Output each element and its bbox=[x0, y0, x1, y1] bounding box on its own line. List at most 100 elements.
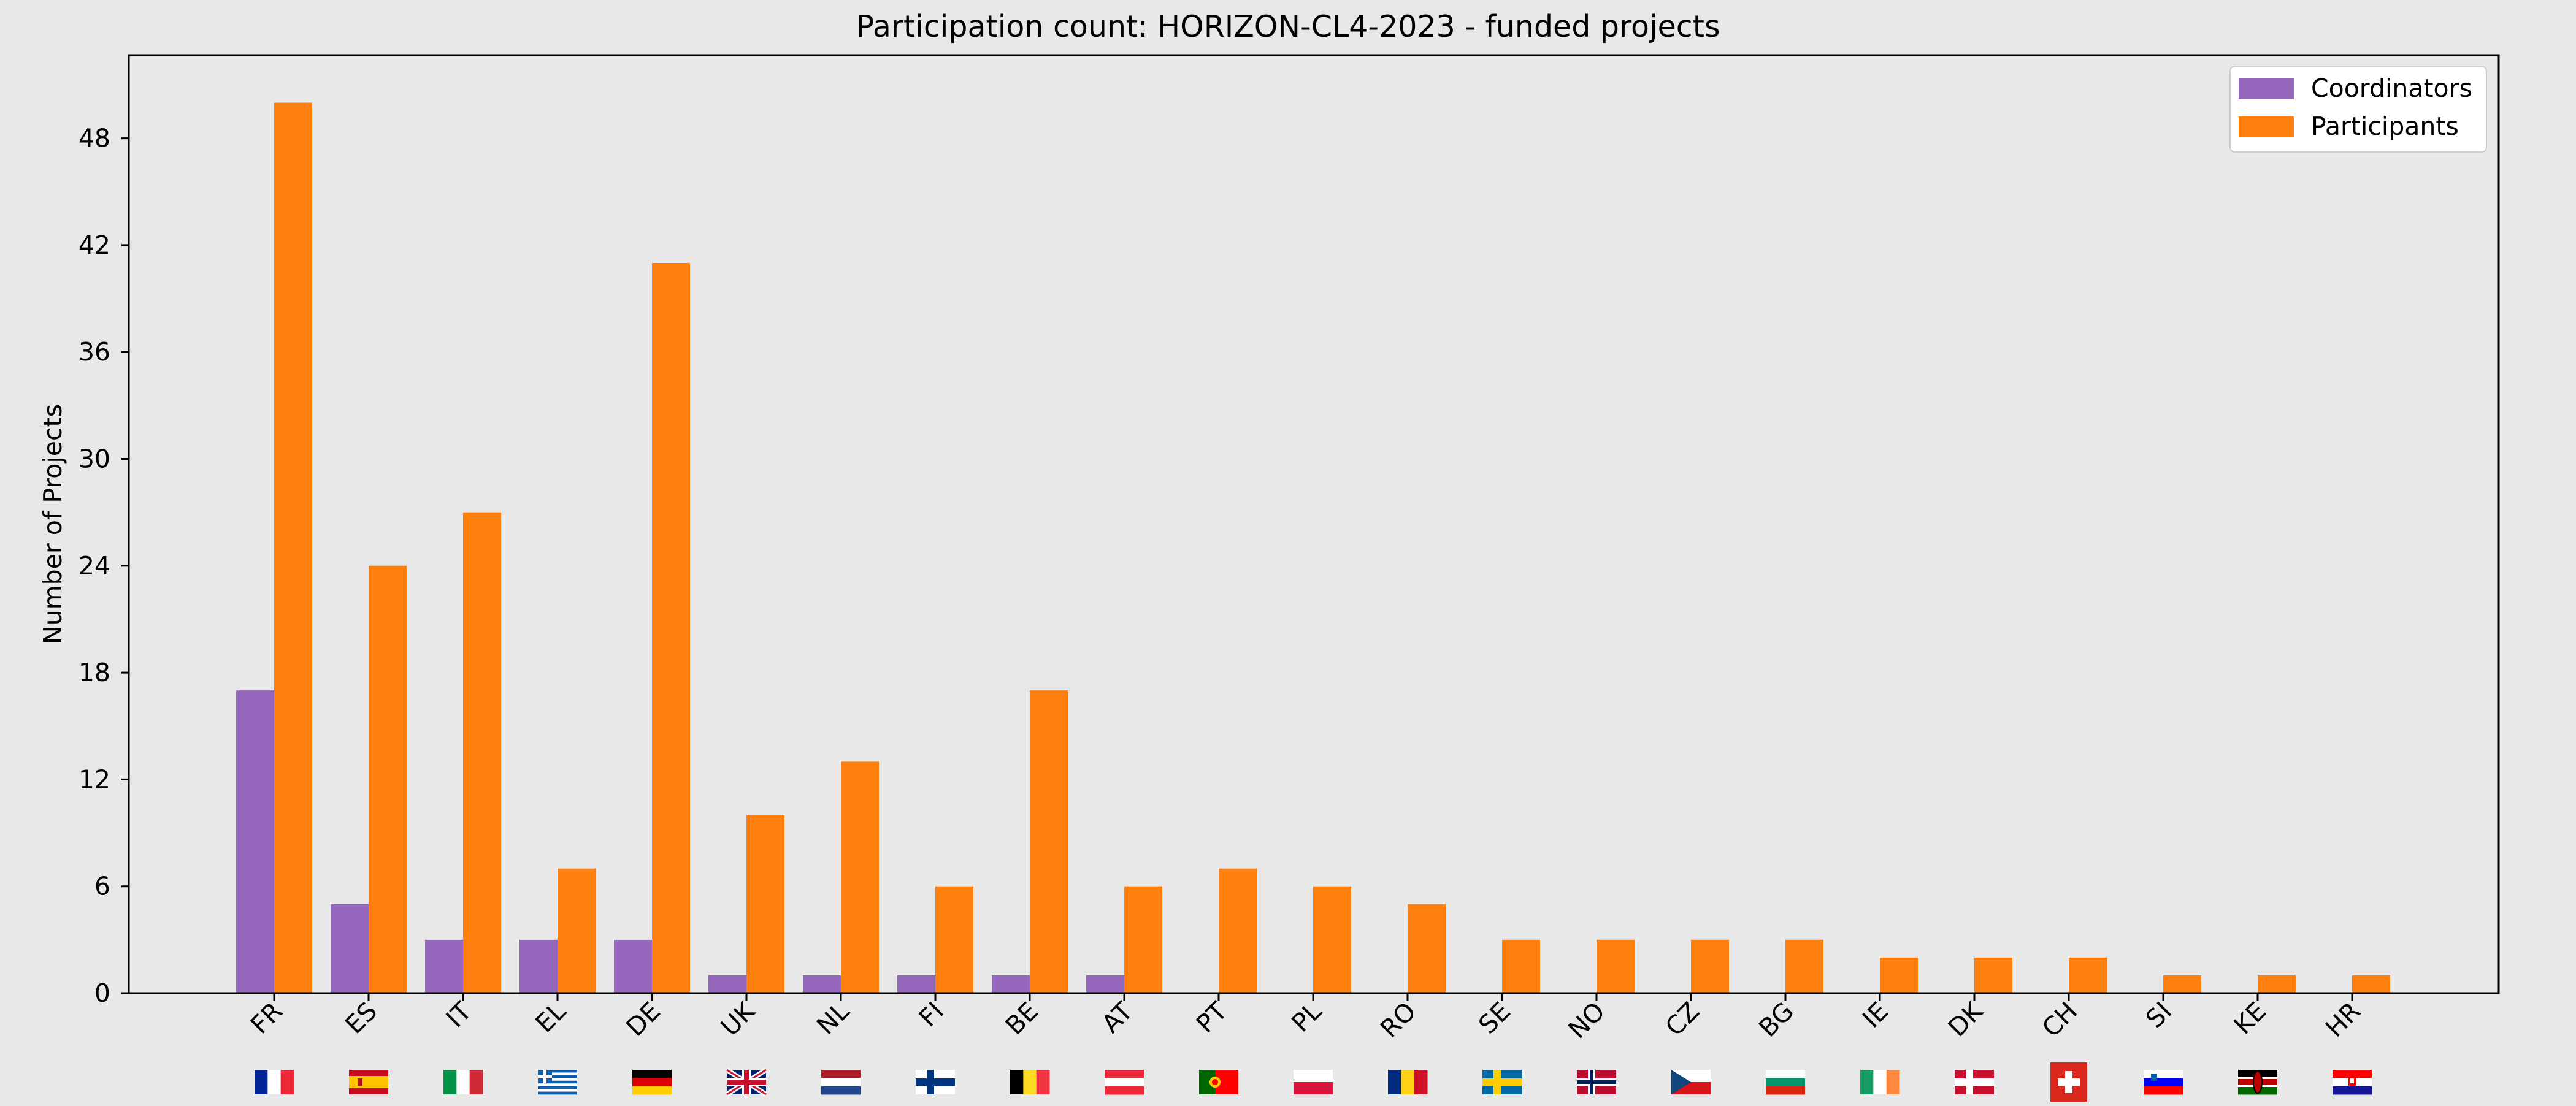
y-tick-label: 42 bbox=[79, 231, 110, 260]
x-tick-label-it: IT bbox=[440, 996, 478, 1033]
flag-de-icon bbox=[632, 1070, 672, 1095]
flag-cz-icon bbox=[1671, 1070, 1711, 1094]
x-tick-label-ro: RO bbox=[1374, 996, 1422, 1043]
bar-participants-no bbox=[1597, 939, 1635, 993]
flag-hr-icon bbox=[2333, 1070, 2372, 1095]
bar-participants-cz bbox=[1691, 939, 1729, 993]
flag-nl-icon bbox=[821, 1070, 861, 1095]
x-tick-label-ch: CH bbox=[2036, 996, 2083, 1043]
x-tick-label-uk: UK bbox=[715, 996, 761, 1042]
legend: Coordinators Participants bbox=[2229, 66, 2487, 153]
y-tick-label: 30 bbox=[79, 444, 110, 474]
bar-participants-fr bbox=[274, 102, 312, 993]
flag-el-icon bbox=[538, 1070, 577, 1095]
y-axis-label: Number of Projects bbox=[38, 404, 67, 644]
legend-swatch-participants bbox=[2239, 116, 2294, 137]
chart-title: Participation count: HORIZON-CL4-2023 - … bbox=[856, 9, 1720, 44]
bar-participants-at bbox=[1124, 886, 1162, 993]
x-ticks: FR ES IT EL DE UK NL FI BE AT PT PL RO SE NO CZ BG IE DK CH… bbox=[245, 993, 2366, 1045]
flag-it-icon bbox=[443, 1070, 483, 1094]
x-tick-label-no: NO bbox=[1563, 996, 1611, 1044]
y-tick-label: 6 bbox=[94, 872, 110, 901]
flags-row bbox=[255, 1062, 2372, 1102]
y-tick-label: 18 bbox=[79, 658, 110, 687]
x-tick-label-hr: HR bbox=[2320, 996, 2366, 1043]
flag-bg-icon bbox=[1766, 1070, 1805, 1095]
bar-coordinators-be bbox=[992, 975, 1030, 993]
bar-participants-es bbox=[369, 565, 407, 993]
x-tick-label-ie: IE bbox=[1857, 996, 1894, 1034]
bar-coordinators-at bbox=[1086, 975, 1124, 993]
bar-coordinators-it bbox=[425, 939, 463, 993]
x-tick-label-pl: PL bbox=[1286, 996, 1327, 1038]
bar-participants-se bbox=[1502, 939, 1540, 993]
bar-coordinators-uk bbox=[708, 975, 746, 993]
bar-coordinators-nl bbox=[803, 975, 841, 993]
y-tick-label: 48 bbox=[79, 124, 110, 153]
bar-participants-ke bbox=[2258, 975, 2296, 993]
bar-participants-it bbox=[463, 512, 501, 993]
x-tick-label-si: SI bbox=[2140, 996, 2177, 1034]
flag-ke-icon bbox=[2238, 1070, 2277, 1095]
bar-participants-si bbox=[2163, 975, 2201, 993]
x-tick-label-ke: KE bbox=[2228, 996, 2272, 1040]
bar-coordinators-el bbox=[519, 939, 558, 993]
x-tick-label-es: ES bbox=[339, 996, 383, 1040]
flag-at-icon bbox=[1105, 1070, 1144, 1095]
bars-group bbox=[236, 102, 2390, 994]
flag-pt-icon bbox=[1199, 1070, 1238, 1094]
bar-participants-bg bbox=[1785, 939, 1823, 993]
x-tick-label-cz: CZ bbox=[1660, 996, 1705, 1042]
flag-ch-icon bbox=[2050, 1062, 2087, 1102]
bar-participants-dk bbox=[1974, 957, 2012, 993]
flag-ie-icon bbox=[1860, 1070, 1900, 1094]
x-tick-label-fr: FR bbox=[245, 996, 288, 1040]
flag-pl-icon bbox=[1294, 1070, 1333, 1094]
x-tick-label-fi: FI bbox=[913, 996, 949, 1032]
bar-participants-ie bbox=[1880, 957, 1918, 993]
legend-box bbox=[2229, 66, 2487, 153]
bar-participants-nl bbox=[841, 761, 879, 993]
flag-fi-icon bbox=[916, 1070, 955, 1094]
flag-fr-icon bbox=[255, 1070, 294, 1094]
y-ticks: 0 6 12 18 24 30 36 42 48 bbox=[79, 124, 129, 1008]
bar-participants-hr bbox=[2352, 975, 2390, 993]
flag-dk-icon bbox=[1955, 1070, 1994, 1094]
bar-participants-ro bbox=[1408, 904, 1446, 993]
y-tick-label: 0 bbox=[94, 978, 110, 1008]
x-tick-label-pt: PT bbox=[1190, 996, 1233, 1039]
bar-participants-be bbox=[1030, 690, 1068, 993]
flag-uk-icon bbox=[725, 1067, 768, 1097]
y-tick-label: 36 bbox=[79, 337, 110, 367]
bar-participants-de bbox=[652, 262, 690, 994]
plot-frame bbox=[128, 54, 2500, 994]
bar-participants-uk bbox=[746, 815, 784, 993]
bar-participants-fi bbox=[935, 886, 973, 993]
x-tick-label-bg: BG bbox=[1753, 996, 1800, 1043]
bar-participants-el bbox=[558, 868, 596, 993]
flag-be-icon bbox=[1010, 1070, 1050, 1094]
x-tick-label-el: EL bbox=[530, 996, 572, 1039]
flag-si-icon bbox=[2144, 1070, 2183, 1095]
bar-participants-pl bbox=[1313, 886, 1351, 993]
x-tick-label-be: BE bbox=[1000, 996, 1044, 1040]
flag-ro-icon bbox=[1388, 1070, 1428, 1094]
legend-label-coordinators: Coordinators bbox=[2311, 74, 2472, 103]
flag-no-icon bbox=[1577, 1070, 1616, 1094]
bar-participants-ch bbox=[2069, 957, 2107, 993]
bar-coordinators-fi bbox=[897, 975, 935, 993]
x-tick-label-at: AT bbox=[1096, 996, 1139, 1039]
legend-label-participants: Participants bbox=[2311, 112, 2459, 141]
bar-participants-pt bbox=[1219, 868, 1257, 993]
bar-coordinators-es bbox=[331, 904, 369, 993]
bar-coordinators-de bbox=[614, 939, 652, 993]
x-tick-label-de: DE bbox=[620, 996, 666, 1042]
bar-coordinators-fr bbox=[236, 690, 274, 993]
flag-es-icon bbox=[349, 1070, 388, 1094]
x-tick-label-dk: DK bbox=[1942, 996, 1989, 1042]
x-tick-label-nl: NL bbox=[811, 996, 855, 1040]
legend-swatch-coordinators bbox=[2239, 78, 2294, 99]
flag-se-icon bbox=[1482, 1070, 1522, 1094]
